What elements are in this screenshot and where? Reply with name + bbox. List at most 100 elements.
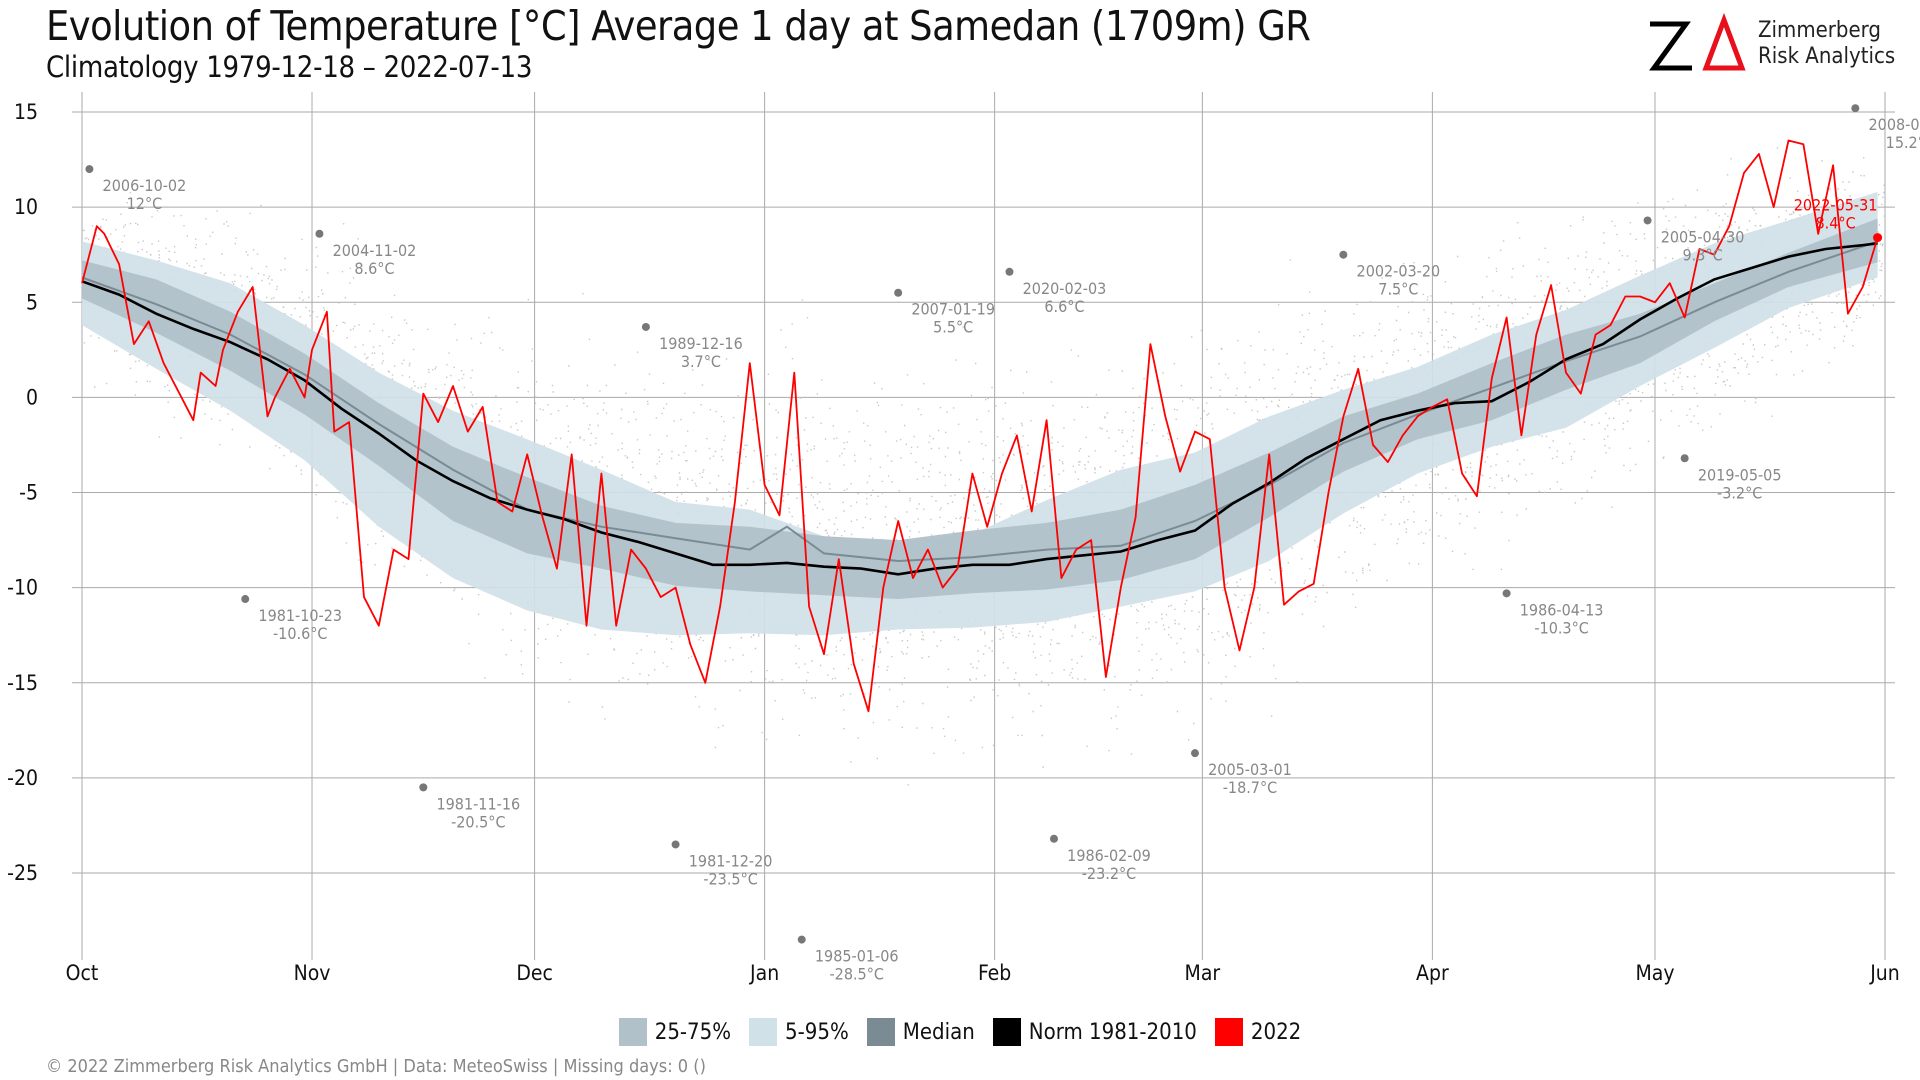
record-date-label: 2005-03-01	[1208, 760, 1292, 779]
last-value-point	[1873, 233, 1883, 243]
x-tick-label: May	[1635, 961, 1674, 985]
last-value-date-label: 2022-05-31	[1794, 196, 1878, 215]
x-tick-label: Feb	[978, 961, 1011, 985]
record-value-label: -28.5°C	[829, 965, 883, 984]
record-value-label: -10.6°C	[273, 624, 327, 643]
record-value-label: 8.6°C	[354, 259, 394, 278]
x-tick-label: Oct	[66, 961, 99, 985]
record-date-label: 2005-04-30	[1661, 227, 1745, 246]
legend-item-norm: Norm 1981-2010	[992, 1018, 1197, 1046]
legend-swatch-2022	[1214, 1018, 1243, 1046]
record-date-label: 2004-11-02	[333, 241, 417, 260]
record-point	[419, 783, 428, 792]
lines-layer	[81, 139, 1879, 713]
last-value-label: 8.4°C	[1816, 214, 1856, 233]
legend-label-p5-95: 5-95%	[785, 1019, 849, 1045]
legend-swatch-norm	[992, 1018, 1021, 1046]
record-value-label: 15.2°C	[1886, 133, 1920, 152]
logo-mark-icon	[1649, 12, 1746, 71]
chart-legend: 25-75% 5-95% Median Norm 1981-2010 2022	[0, 1018, 1920, 1046]
record-point	[1502, 589, 1511, 598]
x-tick-label: Apr	[1416, 961, 1449, 985]
record-value-label: -3.2°C	[1717, 483, 1762, 502]
y-tick-label: -15	[7, 671, 38, 695]
record-point	[1680, 454, 1689, 463]
logo-line-1: Zimmerberg	[1758, 18, 1881, 43]
legend-swatch-iqr	[618, 1018, 647, 1046]
series-2022-line	[81, 139, 1879, 713]
record-date-label: 2002-03-20	[1357, 262, 1441, 281]
record-value-label: 6.6°C	[1044, 297, 1084, 316]
chart-title: Evolution of Temperature [°C] Average 1 …	[46, 2, 1311, 50]
y-tick-label: -10	[7, 576, 38, 600]
records-layer: 2006-10-0212°C2004-11-028.6°C1981-10-23-…	[85, 104, 1920, 984]
record-point	[797, 935, 806, 944]
y-tick-label: 5	[26, 290, 38, 314]
record-value-label: 7.5°C	[1378, 280, 1418, 299]
record-date-label: 2006-10-02	[103, 176, 187, 195]
record-point	[315, 229, 324, 238]
x-tick-label: Dec	[516, 961, 553, 985]
record-value-label: -18.7°C	[1223, 778, 1277, 797]
bands-layer	[82, 191, 1878, 636]
record-point	[1851, 104, 1860, 113]
legend-swatch-p5-95	[749, 1018, 778, 1046]
record-date-label: 1989-12-16	[659, 334, 743, 353]
record-point	[641, 322, 650, 331]
chart-subtitle: Climatology 1979-12-18 – 2022-07-13	[46, 50, 533, 84]
band-25-75	[82, 218, 1878, 599]
record-date-label: 2019-05-05	[1698, 465, 1782, 484]
footer-credit: © 2022 Zimmerberg Risk Analytics GmbH | …	[46, 1056, 706, 1077]
brand-logo: Zimmerberg Risk Analytics	[1646, 10, 1896, 74]
norm-line	[81, 242, 1878, 576]
y-tick-label: 0	[26, 385, 38, 409]
record-value-label: 5.5°C	[933, 318, 973, 337]
grid-layer	[72, 92, 1895, 960]
record-value-label: -10.3°C	[1534, 618, 1588, 637]
record-value-label: 3.7°C	[681, 352, 721, 371]
logo-text: Zimmerberg Risk Analytics	[1758, 18, 1895, 70]
record-point	[1049, 834, 1058, 843]
x-tick-label: Jun	[1869, 961, 1900, 985]
legend-item-p5-95: 5-95%	[749, 1018, 849, 1046]
y-tick-label: -5	[19, 481, 38, 505]
temperature-chart: 2006-10-0212°C2004-11-028.6°C1981-10-23-…	[7, 92, 1920, 985]
record-value-label: -23.5°C	[703, 869, 757, 888]
record-point	[1005, 267, 1014, 276]
y-tick-label: -20	[7, 766, 38, 790]
y-tick-label: 15	[14, 100, 38, 124]
record-date-label: 1986-04-13	[1520, 600, 1604, 619]
record-point	[1339, 250, 1348, 259]
record-point	[241, 595, 250, 604]
legend-label-norm: Norm 1981-2010	[1028, 1019, 1197, 1045]
logo-line-2: Risk Analytics	[1758, 44, 1896, 69]
record-date-label: 1981-11-16	[436, 794, 520, 813]
record-date-label: 1986-02-09	[1067, 846, 1151, 865]
record-value-label: 12°C	[127, 194, 163, 213]
record-point	[894, 288, 903, 297]
x-tick-label: Mar	[1185, 961, 1221, 985]
record-value-label: -23.2°C	[1082, 864, 1136, 883]
legend-label-iqr: 25-75%	[654, 1019, 732, 1045]
legend-label-2022: 2022	[1250, 1019, 1302, 1045]
legend-item-median: Median	[866, 1018, 975, 1046]
legend-item-iqr: 25-75%	[618, 1018, 732, 1046]
axis-labels-layer: 15 10 5 0 -5 -10 -15 -20 -25 Oct Nov Dec Jan Feb Mar Ap…	[7, 100, 1900, 985]
y-tick-label: 10	[14, 195, 38, 219]
record-point	[1643, 216, 1652, 225]
legend-label-median: Median	[902, 1019, 975, 1045]
record-value-label: -20.5°C	[451, 812, 505, 831]
record-point	[671, 840, 680, 849]
y-tick-label: -25	[7, 861, 38, 885]
record-date-label: 2008-05-28	[1869, 115, 1920, 134]
record-value-label: 9.3°C	[1682, 245, 1722, 264]
record-date-label: 2007-01-19	[911, 300, 995, 319]
legend-item-2022: 2022	[1214, 1018, 1302, 1046]
x-tick-label: Jan	[749, 961, 779, 985]
record-date-label: 1981-10-23	[258, 606, 342, 625]
legend-swatch-median	[866, 1018, 895, 1046]
record-point	[1190, 749, 1199, 758]
x-tick-label: Nov	[294, 961, 331, 985]
record-date-label: 1981-12-20	[689, 851, 773, 870]
record-date-label: 1985-01-06	[815, 947, 899, 966]
